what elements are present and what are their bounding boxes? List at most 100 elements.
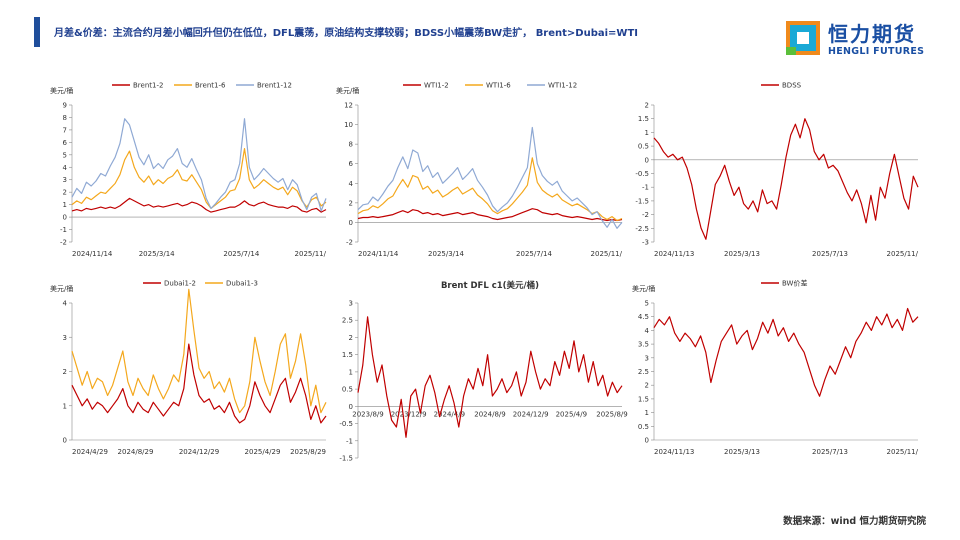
- x-tick-label: 2024/12/9: [513, 410, 549, 418]
- y-tick-label: 2: [63, 368, 67, 376]
- chart-svg: -3 -2.5 -2 -1.5 -1 -0.5 0 0.5 1 1.5 2 2024/11/13 202…: [635, 82, 919, 259]
- y-tick-label: 1.5: [638, 395, 649, 403]
- x-tick-label: 2025/11/: [887, 250, 919, 258]
- y-unit-label: 美元/桶: [632, 284, 655, 293]
- x-tick-label: 2025/7/14: [223, 250, 259, 258]
- y-tick-label: 1.5: [342, 351, 353, 359]
- chart-svg: -2 -1 0 1 2 3 4 5 6 7 8 9 美元/桶 2024/11/14 2025/3/14 202…: [50, 82, 327, 259]
- logo-text-en: HENGLI FUTURES: [828, 46, 925, 57]
- y-tick-label: -1: [60, 226, 67, 234]
- y-tick-label: 9: [63, 102, 67, 110]
- x-tick-label: 2025/11/: [591, 250, 623, 258]
- series-line: [357, 157, 623, 222]
- legend-label: BW价差: [782, 279, 807, 288]
- legend-label: WTI1-6: [486, 82, 511, 90]
- x-tick-label: 2025/3/13: [724, 250, 760, 258]
- x-tick-label: 2025/7/13: [812, 250, 848, 258]
- y-tick-label: -1.5: [339, 455, 353, 463]
- chart-svg: 0 0.5 1 1.5 2 2.5 3 3.5 4 4.5 5 美元/桶 2024/11/13 2025/…: [632, 279, 919, 457]
- company-logo: 恒力期货 HENGLI FUTURES: [786, 18, 936, 62]
- y-tick-label: 4: [645, 327, 650, 335]
- y-tick-label: -2: [60, 239, 67, 247]
- x-tick-label: 2025/3/14: [428, 250, 464, 258]
- y-tick-label: 3: [349, 300, 353, 308]
- y-tick-label: -3: [642, 239, 649, 247]
- title-accent-bar: [34, 17, 40, 47]
- x-tick-label: 2024/11/13: [654, 448, 694, 456]
- y-tick-label: 1: [645, 129, 649, 137]
- x-tick-label: 2024/8/29: [118, 448, 154, 456]
- y-tick-label: -1: [642, 184, 649, 192]
- series-line: [357, 208, 623, 222]
- y-tick-label: 2.5: [342, 317, 353, 325]
- series-line: [71, 288, 327, 414]
- y-tick-label: 5: [63, 151, 67, 159]
- data-source-note: 数据来源：wind 恒力期货研究院: [783, 516, 926, 527]
- y-tick-label: 1: [645, 409, 649, 417]
- legend-label: Brent1-6: [195, 82, 226, 90]
- x-tick-label: 2024/12/29: [179, 448, 219, 456]
- series-line: [71, 118, 327, 212]
- y-tick-label: 1: [63, 402, 67, 410]
- brent-dfl-chart: -1.5 -1 -0.5 0 0.5 1 1.5 2 2.5 3 Brent DFL c1(美元/桶…: [332, 276, 632, 466]
- y-tick-label: 3: [645, 354, 649, 362]
- x-tick-label: 2025/4/9: [556, 410, 587, 418]
- legend-label: BDSS: [782, 82, 802, 90]
- x-tick-label: 2024/4/9: [434, 410, 465, 418]
- y-tick-label: 2: [349, 334, 353, 342]
- y-unit-label: 美元/桶: [336, 86, 359, 95]
- y-unit-label: 美元/桶: [50, 284, 73, 293]
- y-tick-label: 6: [63, 139, 68, 147]
- x-tick-label: 2024/11/13: [654, 250, 694, 258]
- legend-label: Brent1-12: [257, 82, 292, 90]
- y-tick-label: -1.5: [635, 197, 649, 205]
- y-tick-label: 4: [63, 164, 68, 172]
- y-tick-label: 0: [349, 403, 353, 411]
- y-tick-label: 1.5: [638, 115, 649, 123]
- bdss-chart: -3 -2.5 -2 -1.5 -1 -0.5 0 0.5 1 1.5 2 2024/11/13 202…: [628, 78, 928, 268]
- bw-spread-chart: 0 0.5 1 1.5 2 2.5 3 3.5 4 4.5 5 美元/桶 2024/11/13 2025/…: [628, 276, 928, 466]
- y-tick-label: 1: [349, 368, 353, 376]
- y-tick-label: 4: [349, 180, 354, 188]
- legend-label: WTI1-2: [424, 82, 449, 90]
- legend-label: WTI1-12: [548, 82, 577, 90]
- chart-svg: 0 1 2 3 4 美元/桶 2024/4/29 2024/8/29 2024/12/29 202…: [50, 280, 327, 456]
- series-line: [71, 197, 327, 213]
- series-line: [653, 118, 919, 240]
- y-tick-label: 2: [645, 102, 649, 110]
- y-tick-label: 2.5: [638, 368, 649, 376]
- x-tick-label: 2024/11/14: [358, 250, 399, 258]
- x-tick-label: 2025/7/14: [516, 250, 552, 258]
- chart-title: Brent DFL c1(美元/桶): [441, 280, 539, 291]
- y-tick-label: 3: [63, 176, 67, 184]
- y-unit-label: 美元/桶: [50, 86, 73, 95]
- y-tick-label: 4.5: [638, 313, 649, 321]
- y-tick-label: 0.5: [342, 386, 353, 394]
- legend-label: Brent1-2: [133, 82, 163, 90]
- y-tick-label: 2: [645, 382, 649, 390]
- y-tick-label: 2: [63, 189, 67, 197]
- y-tick-label: 8: [349, 141, 353, 149]
- y-tick-label: -2.5: [635, 225, 649, 233]
- x-tick-label: 2025/8/9: [596, 410, 627, 418]
- x-tick-label: 2025/11/: [887, 448, 919, 456]
- y-tick-label: 0: [645, 156, 649, 164]
- page-title: 月差&价差：主流合约月差小幅回升但仍在低位，DFL震荡，原油结构支撑较弱；BDS…: [54, 28, 639, 39]
- x-tick-label: 2025/11/: [295, 250, 327, 258]
- series-line: [653, 307, 919, 397]
- logo-mark-icon: [786, 21, 820, 55]
- y-tick-label: 5: [645, 300, 649, 308]
- y-tick-label: 12: [344, 102, 353, 110]
- x-tick-label: 2024/11/14: [72, 250, 113, 258]
- y-tick-label: 0.5: [638, 143, 649, 151]
- x-tick-label: 2023/8/9: [352, 410, 383, 418]
- y-tick-label: 3.5: [638, 341, 649, 349]
- logo-text-cn: 恒力期货: [828, 22, 916, 46]
- x-tick-label: 2024/4/29: [72, 448, 108, 456]
- y-tick-label: 0: [63, 214, 67, 222]
- legend-label: Dubai1-3: [226, 280, 258, 288]
- legend-label: Dubai1-2: [164, 280, 196, 288]
- x-tick-label: 2025/8/29: [290, 448, 326, 456]
- y-tick-label: -2: [642, 211, 649, 219]
- y-tick-label: 6: [349, 160, 354, 168]
